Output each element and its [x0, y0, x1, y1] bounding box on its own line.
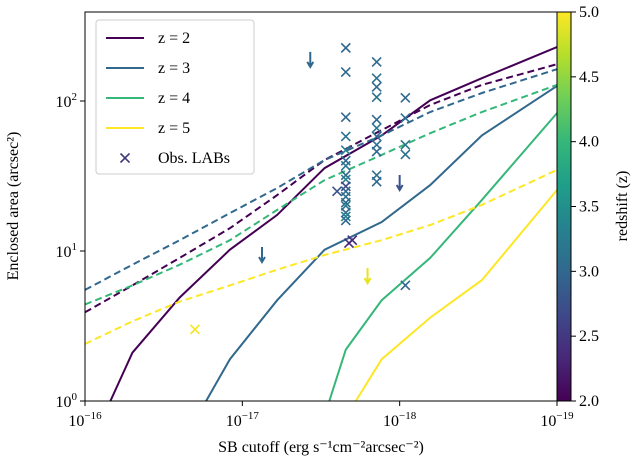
tick-base: 10 — [68, 413, 84, 430]
x-axis-title: SB cutoff (erg s⁻¹cm⁻²arcsec⁻²) — [218, 439, 424, 456]
tick-base: 10 — [540, 413, 556, 430]
tick-label: 100 — [56, 391, 78, 411]
tick-base: 10 — [56, 244, 72, 261]
obs-point — [340, 160, 351, 171]
obs-point — [371, 92, 382, 103]
tick-base: 10 — [56, 94, 72, 111]
legend-label: z = 5 — [158, 120, 190, 137]
line — [354, 189, 557, 401]
obs-point — [371, 146, 382, 157]
obs-point — [400, 112, 411, 124]
obs-point — [400, 92, 411, 103]
obs-point — [340, 131, 351, 142]
line — [205, 85, 557, 401]
obs-point — [400, 139, 411, 150]
obs-point — [340, 170, 351, 181]
obs-point — [340, 155, 351, 166]
obs-point — [400, 280, 411, 291]
legend-label: z = 2 — [158, 30, 190, 47]
upper-limit — [363, 268, 372, 286]
obs-point — [331, 186, 343, 197]
colorbar-tick-label: 4.5 — [579, 69, 599, 86]
tick-exponent: −19 — [556, 410, 574, 422]
obs-point — [371, 81, 382, 93]
obs-point — [371, 56, 382, 68]
obs-point — [340, 42, 351, 53]
colorbar-tick-label: 3.5 — [579, 199, 599, 216]
dashed-line — [85, 63, 557, 314]
tick-base: 10 — [383, 413, 399, 430]
dashed-line — [85, 83, 557, 306]
obs-point — [340, 181, 351, 192]
colorbar-tick-label: 4.0 — [579, 134, 599, 151]
tick-label: 10−17 — [226, 410, 260, 430]
obs-point — [371, 131, 382, 142]
tick-base: 10 — [56, 394, 72, 411]
y-axis-title: Enclosed area (arcsec²) — [5, 132, 22, 281]
obs-point — [347, 235, 358, 246]
tick-exponent: 2 — [72, 91, 78, 103]
upper-limit — [258, 247, 266, 264]
colorbar-tick-label: 2.5 — [579, 328, 599, 345]
obs-point — [371, 114, 382, 125]
colorbar — [556, 11, 572, 402]
tick-exponent: 0 — [72, 391, 78, 403]
legend-box — [95, 19, 255, 175]
tick-exponent: −16 — [84, 410, 102, 422]
legend-marker — [119, 152, 131, 164]
legend-label: Obs. LABs — [158, 150, 230, 167]
obs-point — [340, 211, 351, 222]
line — [109, 46, 557, 401]
upper-limit — [395, 174, 404, 192]
tick-label: 10−16 — [68, 410, 102, 430]
obs-point — [340, 112, 351, 123]
colorbar-tick-label: 3.0 — [579, 263, 599, 280]
tick-label: 10−18 — [383, 410, 417, 430]
colorbar-tick-label: 2.0 — [579, 393, 599, 410]
legend-label: z = 4 — [158, 90, 190, 107]
tick-base: 10 — [226, 413, 242, 430]
obs-point — [400, 149, 411, 160]
obs-point — [371, 73, 382, 84]
obs-point — [340, 207, 351, 218]
tick-label: 102 — [56, 91, 78, 111]
plot-area — [85, 42, 557, 401]
obs-point — [371, 122, 382, 134]
obs-point — [189, 324, 201, 335]
obs-point — [340, 66, 351, 78]
dashed-line — [85, 68, 557, 291]
obs-point — [340, 197, 351, 208]
line — [328, 112, 557, 401]
legend-label: z = 3 — [158, 60, 190, 77]
colorbar-tick-label: 5.0 — [579, 4, 599, 21]
tick-exponent: 1 — [72, 241, 78, 253]
obs-point — [340, 215, 351, 226]
upper-limit — [306, 51, 315, 69]
dashed-line — [85, 168, 557, 345]
obs-point — [371, 176, 382, 187]
tick-label: 10−19 — [540, 410, 574, 430]
obs-point — [340, 145, 351, 156]
colorbar-title: redshift (z) — [614, 171, 631, 242]
tick-exponent: −18 — [399, 410, 417, 422]
tick-label: 101 — [56, 241, 78, 261]
tick-exponent: −17 — [242, 410, 260, 422]
